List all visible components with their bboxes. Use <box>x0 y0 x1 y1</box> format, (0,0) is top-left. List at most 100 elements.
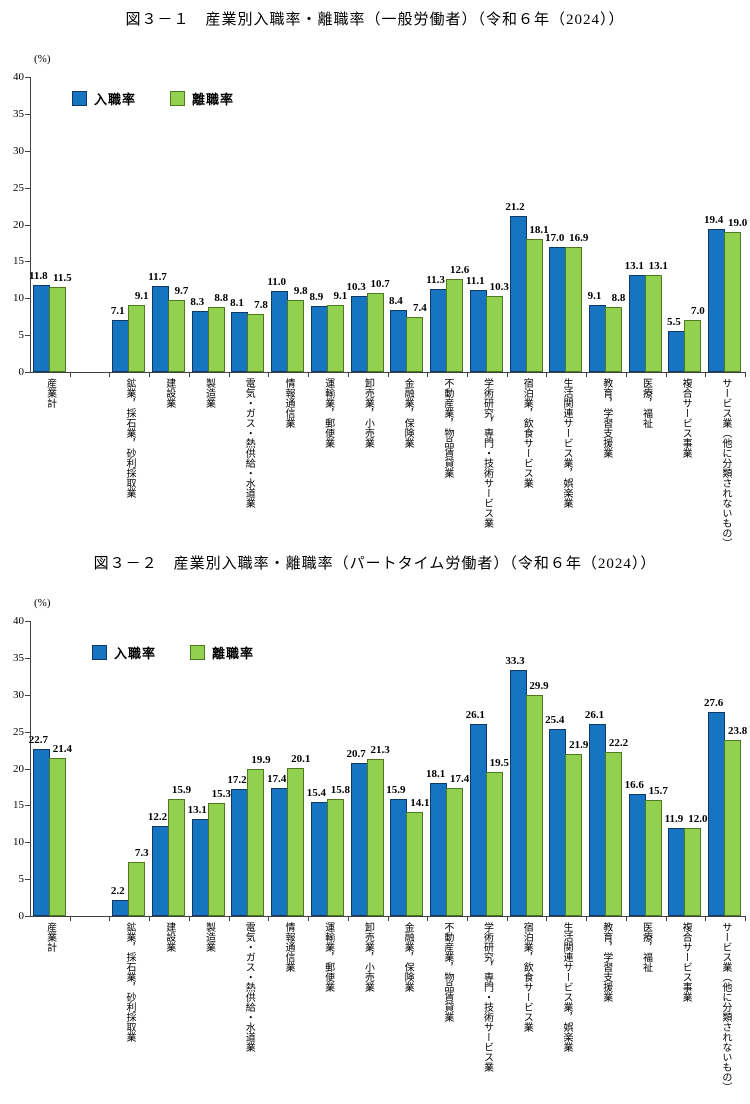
bar-hire-rate <box>628 275 646 372</box>
y-axis-tick <box>25 805 30 807</box>
bar-value-label: 8.1 <box>230 297 244 310</box>
bar-value-label: 19.5 <box>489 757 509 770</box>
y-axis-tick-label: 30 <box>13 688 24 701</box>
y-axis-tick <box>25 842 30 844</box>
category-label: 不動産業，物品賃貸業 <box>441 378 453 478</box>
category-label-slot: 卸売業，小売業 <box>348 922 388 1084</box>
bar-value-label: 11.3 <box>426 273 445 286</box>
bar-value-label: 14.1 <box>410 797 430 809</box>
bar-hire-rate <box>271 290 289 372</box>
legend-label: 入職率 <box>94 92 137 107</box>
category-label: 卸売業，小売業 <box>362 922 374 992</box>
bar-value-label: 8.3 <box>190 295 205 308</box>
bar-separation-rate <box>724 740 742 916</box>
category-label: 教育，学習支援業 <box>600 378 612 458</box>
x-axis-tick <box>387 373 389 377</box>
bar-separation-rate <box>604 752 622 916</box>
bar-hire-rate <box>549 246 567 372</box>
bar-value-label: 19.9 <box>251 754 271 767</box>
bar-hire-rate <box>310 306 328 372</box>
x-axis-tick <box>586 373 588 377</box>
category-label: 電気・ガス・熱供給・水道業 <box>243 378 255 508</box>
bar-hire-rate <box>708 228 726 372</box>
x-axis-tick <box>347 917 349 921</box>
bar-value-label: 10.3 <box>346 281 366 294</box>
legend-item-hire-rate: 入職率 <box>92 643 156 662</box>
bar-value-label: 8.8 <box>214 292 229 305</box>
y-axis-tick <box>25 150 30 152</box>
bar-separation-rate <box>247 314 265 372</box>
bar-hire-rate <box>509 670 527 916</box>
bar-separation-rate <box>128 862 146 916</box>
legend-item-separation-rate: 離職率 <box>170 89 234 108</box>
bar-value-label: 29.9 <box>529 680 549 693</box>
bar-hire-rate <box>430 782 448 916</box>
bar-hire-rate <box>588 723 606 916</box>
x-axis-tick <box>268 373 270 377</box>
bar-value-label: 15.9 <box>171 783 192 796</box>
y-axis-tick-label: 35 <box>13 651 24 664</box>
bar-value-label: 10.3 <box>489 281 509 294</box>
bar-value-label: 13.1 <box>648 260 668 273</box>
bar-value-label: 10.7 <box>370 278 390 291</box>
category-label-slot: 鉱業，採石業，砂利採取業 <box>109 922 149 1084</box>
category-label: 医療，福祉 <box>640 378 652 428</box>
y-axis-tick <box>25 372 30 373</box>
y-axis-line <box>30 77 31 373</box>
bar-separation-rate <box>168 798 186 916</box>
bar-hire-rate <box>588 304 606 372</box>
bar-hire-rate <box>112 899 130 916</box>
x-axis-tick <box>705 373 707 377</box>
bar-hire-rate <box>390 798 408 916</box>
bar-separation-rate <box>406 812 424 916</box>
bar-separation-rate <box>207 307 225 372</box>
bar-separation-rate <box>326 799 344 916</box>
category-label-slot: 運輸業，郵便業 <box>308 378 348 550</box>
bar-separation-rate <box>684 320 702 372</box>
bar-separation-rate <box>168 300 186 372</box>
category-label-slot: 産業計 <box>30 922 70 1084</box>
category-label-slot: 電気・ガス・熱供給・水道業 <box>229 378 269 550</box>
y-axis-tick-label: 15 <box>13 255 24 268</box>
bar-separation-rate <box>525 238 543 372</box>
bar-value-label: 2.2 <box>110 884 125 897</box>
bar-hire-rate <box>231 789 249 916</box>
y-axis-unit-label: (%) <box>34 53 51 65</box>
y-axis-tick-label: 20 <box>13 762 24 775</box>
bar-value-label: 26.1 <box>465 708 485 721</box>
category-label: 情報通信業 <box>282 922 294 972</box>
category-label-slot: 鉱業，採石業，砂利採取業 <box>109 378 149 550</box>
x-axis-tick <box>665 373 667 377</box>
y-axis-tick <box>25 113 30 115</box>
y-axis-tick-label: 20 <box>13 218 24 231</box>
category-label: 生活関連サービス業，娯楽業 <box>560 378 572 508</box>
legend: 入職率 離職率 <box>92 643 254 662</box>
bar-separation-rate <box>128 304 146 372</box>
x-axis-tick <box>69 373 71 377</box>
bar-separation-rate <box>684 827 702 916</box>
y-axis-unit-label: (%) <box>34 597 51 609</box>
x-axis-tick <box>427 917 429 921</box>
bar-value-label: 17.0 <box>545 231 565 244</box>
x-axis-tick <box>745 373 746 377</box>
bar-hire-rate <box>152 285 170 372</box>
chart-title: 図３－２ 産業別入職率・離職率（パートタイム労働者）（令和６年（2024）） <box>93 556 657 572</box>
legend-label: 離職率 <box>192 92 235 107</box>
category-label: 建設業 <box>163 922 175 952</box>
y-axis-tick <box>25 77 30 78</box>
bar-hire-rate <box>469 290 487 372</box>
bar-hire-rate <box>310 802 328 916</box>
bar-value-label: 21.9 <box>569 739 589 752</box>
category-label: 金融業，保険業 <box>402 378 414 448</box>
bar-value-label: 15.8 <box>330 784 351 797</box>
bar-value-label: 16.9 <box>569 232 589 245</box>
bar-hire-rate <box>628 793 646 916</box>
category-label-slot: 情報通信業 <box>268 922 308 1084</box>
category-label: 学術研究，専門・技術サービス業 <box>481 922 493 1072</box>
category-label-slot: 不動産業，物品賃貸業 <box>427 922 467 1084</box>
y-axis-tick <box>25 657 30 659</box>
bar-value-label: 19.0 <box>728 216 748 229</box>
bar-value-label: 9.8 <box>293 284 308 297</box>
category-label: 金融業，保険業 <box>402 922 414 992</box>
category-label-slot: 医療，福祉 <box>626 922 666 1084</box>
